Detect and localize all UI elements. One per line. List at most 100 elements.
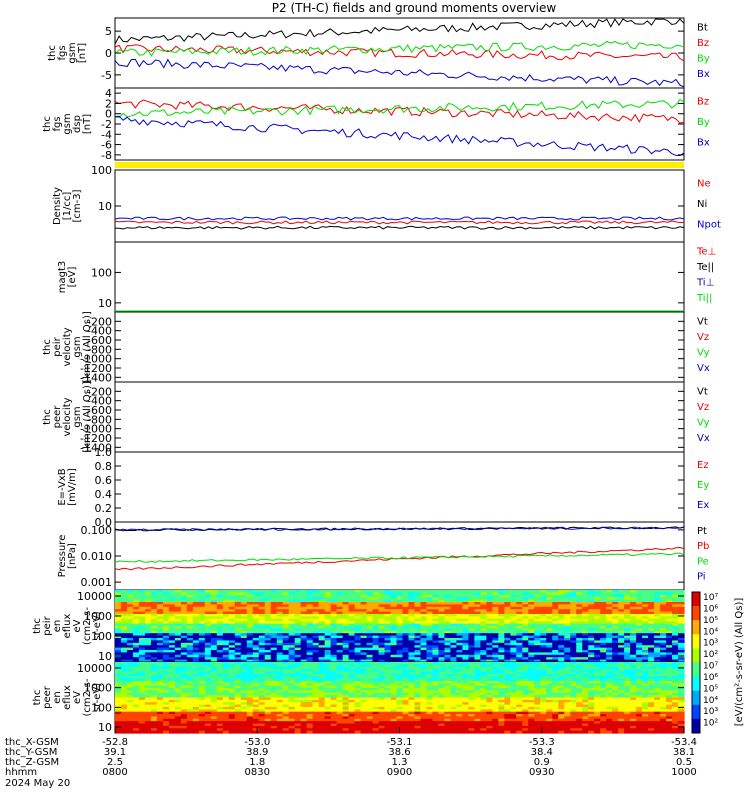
spectrogram-cell [582,685,589,689]
spectrogram-cell [282,640,290,644]
spectrogram-cell [612,640,619,644]
spectrogram-cell [246,662,254,665]
spectrogram-cell [438,640,446,644]
spectrogram-cell [600,597,607,601]
spectrogram-cell [126,704,134,708]
spectrogram-cell [174,626,182,629]
spectrogram-cell [618,594,625,598]
spectrogram-cell [492,690,499,694]
spectrogram-cell [138,640,146,644]
spectrogram-cell [180,633,188,637]
spectrogram-cell [300,602,308,605]
spectrogram-cell [444,657,452,661]
spectrogram-cell [414,654,422,658]
spectrogram-cell [246,609,254,613]
spectrogram-cell [150,688,158,691]
spectrogram-cell [444,676,452,680]
spectrogram-cell [402,657,410,661]
spectrogram-cell [354,630,362,634]
spectrogram-cell [144,623,152,627]
spectrogram-cell [246,616,254,620]
spectrogram-cell [126,702,134,706]
spectrogram-cell [210,626,218,629]
spectrogram-cell [594,626,601,629]
spectrogram-cell [138,671,146,675]
spectrogram-cell [132,592,140,596]
spectrogram-cell [342,642,350,646]
spectrogram-cell [438,706,446,710]
series-line-Bz [114,99,685,124]
spectrogram-cell [552,659,559,663]
spectrogram-cell [144,599,152,603]
spectrogram-cell [264,673,272,677]
spectrogram-cell [654,594,661,598]
spectrogram-cell [402,699,410,703]
spectrogram-cell [408,628,416,632]
spectrogram-cell [360,657,368,661]
spectrogram-cell [408,590,416,593]
spectrogram-cell [408,635,416,639]
spectrogram-cell [504,692,511,696]
spectrogram-cell [606,678,613,682]
spectrogram-cell [366,590,374,593]
y-tick-label: -200 [87,315,112,328]
spectrogram-cell [648,692,655,696]
spectrogram-cell [606,602,613,605]
spectrogram-cell [348,678,356,682]
spectrogram-cell [216,662,224,665]
spectrogram-cell [240,604,248,608]
y-tick-label: 5 [105,25,112,38]
spectrogram-cell [288,704,296,708]
spectrogram-cell [294,692,302,696]
spectrogram-cell [115,640,122,644]
spectrogram-cell [174,699,182,703]
spectrogram-cell [366,594,374,598]
spectrogram-cell [288,678,296,682]
spectrogram-cell [444,647,452,651]
spectrogram-cell [636,690,643,694]
spectrogram-cell [660,590,667,593]
spectrogram-cell [516,680,523,684]
spectrogram-cell [180,623,188,627]
spectrogram-cell [330,664,338,668]
spectrogram-cell [144,594,152,598]
spectrogram-cell [438,692,446,696]
spectrogram-cell [432,673,440,677]
spectrogram-cell [552,647,559,651]
spectrogram-cell [528,640,535,644]
spectrogram-cell [486,692,493,696]
spectrogram-cell [456,662,463,665]
spectrogram-cell [342,673,350,677]
spectrogram-cell [558,664,565,668]
spectrogram-cell [162,633,170,637]
spectrogram-cell [186,614,194,617]
panel-frame [114,521,685,591]
spectrogram-cell [600,592,607,596]
spectrogram-cell [120,599,128,603]
spectrogram-cell [450,638,457,641]
spectrogram-cell [408,676,416,680]
spectrogram-cell [384,680,392,684]
spectrogram-cell [312,645,320,649]
spectrogram-cell [462,685,469,689]
spectrogram-cell [540,659,547,663]
spectrogram-cell [162,685,170,689]
spectrogram-cell [324,685,332,689]
spectrogram-cell [528,688,535,691]
spectrogram-cell [210,645,218,649]
spectrogram-cell [474,671,481,675]
spectrogram-cell [438,664,446,668]
spectrogram-cell [606,662,613,665]
spectrogram-cell [204,614,212,617]
spectrogram-cell [420,592,428,596]
spectrogram-cell [132,702,140,706]
spectrogram-cell [468,690,475,694]
spectrogram-cell [222,683,230,687]
spectrogram-cell [288,676,296,680]
spectrogram-cell [552,664,559,668]
spectrogram-cell [306,597,314,601]
spectrogram-cell [540,623,547,627]
spectrogram-cell [564,652,571,656]
spectrogram-cell [126,652,134,656]
spectrogram-cell [132,602,140,605]
